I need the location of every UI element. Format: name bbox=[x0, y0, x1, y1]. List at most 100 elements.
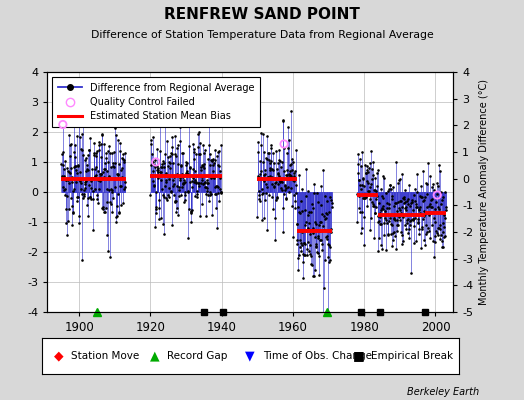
Point bbox=[217, 189, 225, 195]
Point bbox=[256, 198, 264, 204]
Point bbox=[320, 227, 329, 233]
Point bbox=[319, 312, 327, 318]
Point bbox=[162, 194, 171, 201]
Point bbox=[403, 196, 412, 202]
Point bbox=[395, 214, 403, 220]
Point bbox=[369, 201, 378, 207]
Point bbox=[413, 203, 421, 210]
Point bbox=[316, 218, 324, 225]
Point bbox=[316, 228, 324, 234]
Point bbox=[428, 183, 436, 190]
Point bbox=[404, 216, 412, 222]
Point bbox=[285, 174, 293, 180]
Point bbox=[216, 142, 225, 148]
Point bbox=[296, 244, 304, 250]
Point bbox=[296, 210, 304, 216]
Point bbox=[324, 241, 332, 248]
Point bbox=[214, 162, 222, 168]
Point bbox=[255, 192, 263, 198]
Point bbox=[182, 169, 191, 176]
Point bbox=[354, 170, 363, 176]
Point bbox=[377, 241, 385, 248]
Point bbox=[58, 103, 67, 110]
Point bbox=[282, 166, 291, 173]
Point bbox=[355, 176, 364, 183]
Point bbox=[216, 168, 224, 174]
Point bbox=[269, 183, 278, 190]
Point bbox=[386, 182, 394, 188]
Point bbox=[196, 167, 205, 173]
Point bbox=[195, 183, 204, 189]
Text: ▲: ▲ bbox=[149, 350, 159, 362]
Point bbox=[406, 211, 414, 217]
Point bbox=[181, 196, 189, 203]
Point bbox=[316, 202, 325, 209]
Point bbox=[115, 210, 123, 216]
Point bbox=[208, 157, 216, 163]
Point bbox=[394, 222, 402, 228]
Point bbox=[254, 187, 263, 194]
Point bbox=[312, 221, 320, 228]
Point bbox=[157, 215, 166, 221]
Point bbox=[196, 213, 204, 220]
Point bbox=[189, 166, 198, 172]
Point bbox=[283, 172, 291, 178]
Point bbox=[112, 219, 120, 226]
Point bbox=[202, 191, 210, 197]
Text: Empirical Break: Empirical Break bbox=[371, 351, 453, 361]
Point bbox=[325, 193, 334, 200]
Point bbox=[78, 190, 86, 197]
Point bbox=[415, 206, 423, 213]
Point bbox=[371, 210, 379, 216]
Point bbox=[182, 170, 190, 176]
Point bbox=[204, 98, 213, 104]
Point bbox=[262, 154, 270, 161]
Point bbox=[298, 208, 306, 214]
Point bbox=[388, 222, 396, 228]
Point bbox=[205, 192, 214, 199]
Point bbox=[367, 148, 375, 155]
Point bbox=[319, 167, 328, 173]
Point bbox=[280, 141, 288, 147]
Point bbox=[381, 247, 390, 253]
Point bbox=[210, 173, 218, 179]
Point bbox=[110, 149, 118, 156]
Point bbox=[60, 192, 69, 198]
Point bbox=[201, 147, 209, 153]
Point bbox=[116, 182, 124, 189]
Point bbox=[101, 209, 109, 216]
Point bbox=[396, 216, 405, 223]
Point bbox=[82, 168, 90, 174]
Point bbox=[69, 210, 77, 216]
Point bbox=[281, 172, 290, 178]
Point bbox=[388, 230, 397, 236]
Point bbox=[357, 149, 366, 155]
Point bbox=[370, 186, 378, 193]
Point bbox=[275, 173, 283, 179]
Point bbox=[94, 139, 103, 146]
Point bbox=[411, 185, 419, 192]
Point bbox=[202, 184, 210, 190]
Point bbox=[176, 177, 184, 183]
Point bbox=[151, 156, 159, 163]
Point bbox=[259, 158, 267, 165]
Point bbox=[92, 149, 101, 156]
Point bbox=[147, 141, 156, 148]
Point bbox=[322, 198, 331, 204]
Point bbox=[327, 229, 335, 235]
Point bbox=[377, 221, 385, 227]
Point bbox=[68, 202, 76, 209]
Point bbox=[361, 162, 369, 168]
Point bbox=[420, 236, 428, 243]
Point bbox=[265, 165, 274, 172]
Point bbox=[214, 149, 223, 155]
Point bbox=[83, 212, 92, 219]
Point bbox=[211, 146, 219, 153]
Point bbox=[85, 147, 93, 153]
Point bbox=[277, 185, 285, 191]
Point bbox=[379, 203, 387, 210]
Point bbox=[191, 177, 199, 184]
Point bbox=[374, 219, 383, 225]
Point bbox=[436, 226, 445, 232]
Point bbox=[178, 150, 186, 156]
